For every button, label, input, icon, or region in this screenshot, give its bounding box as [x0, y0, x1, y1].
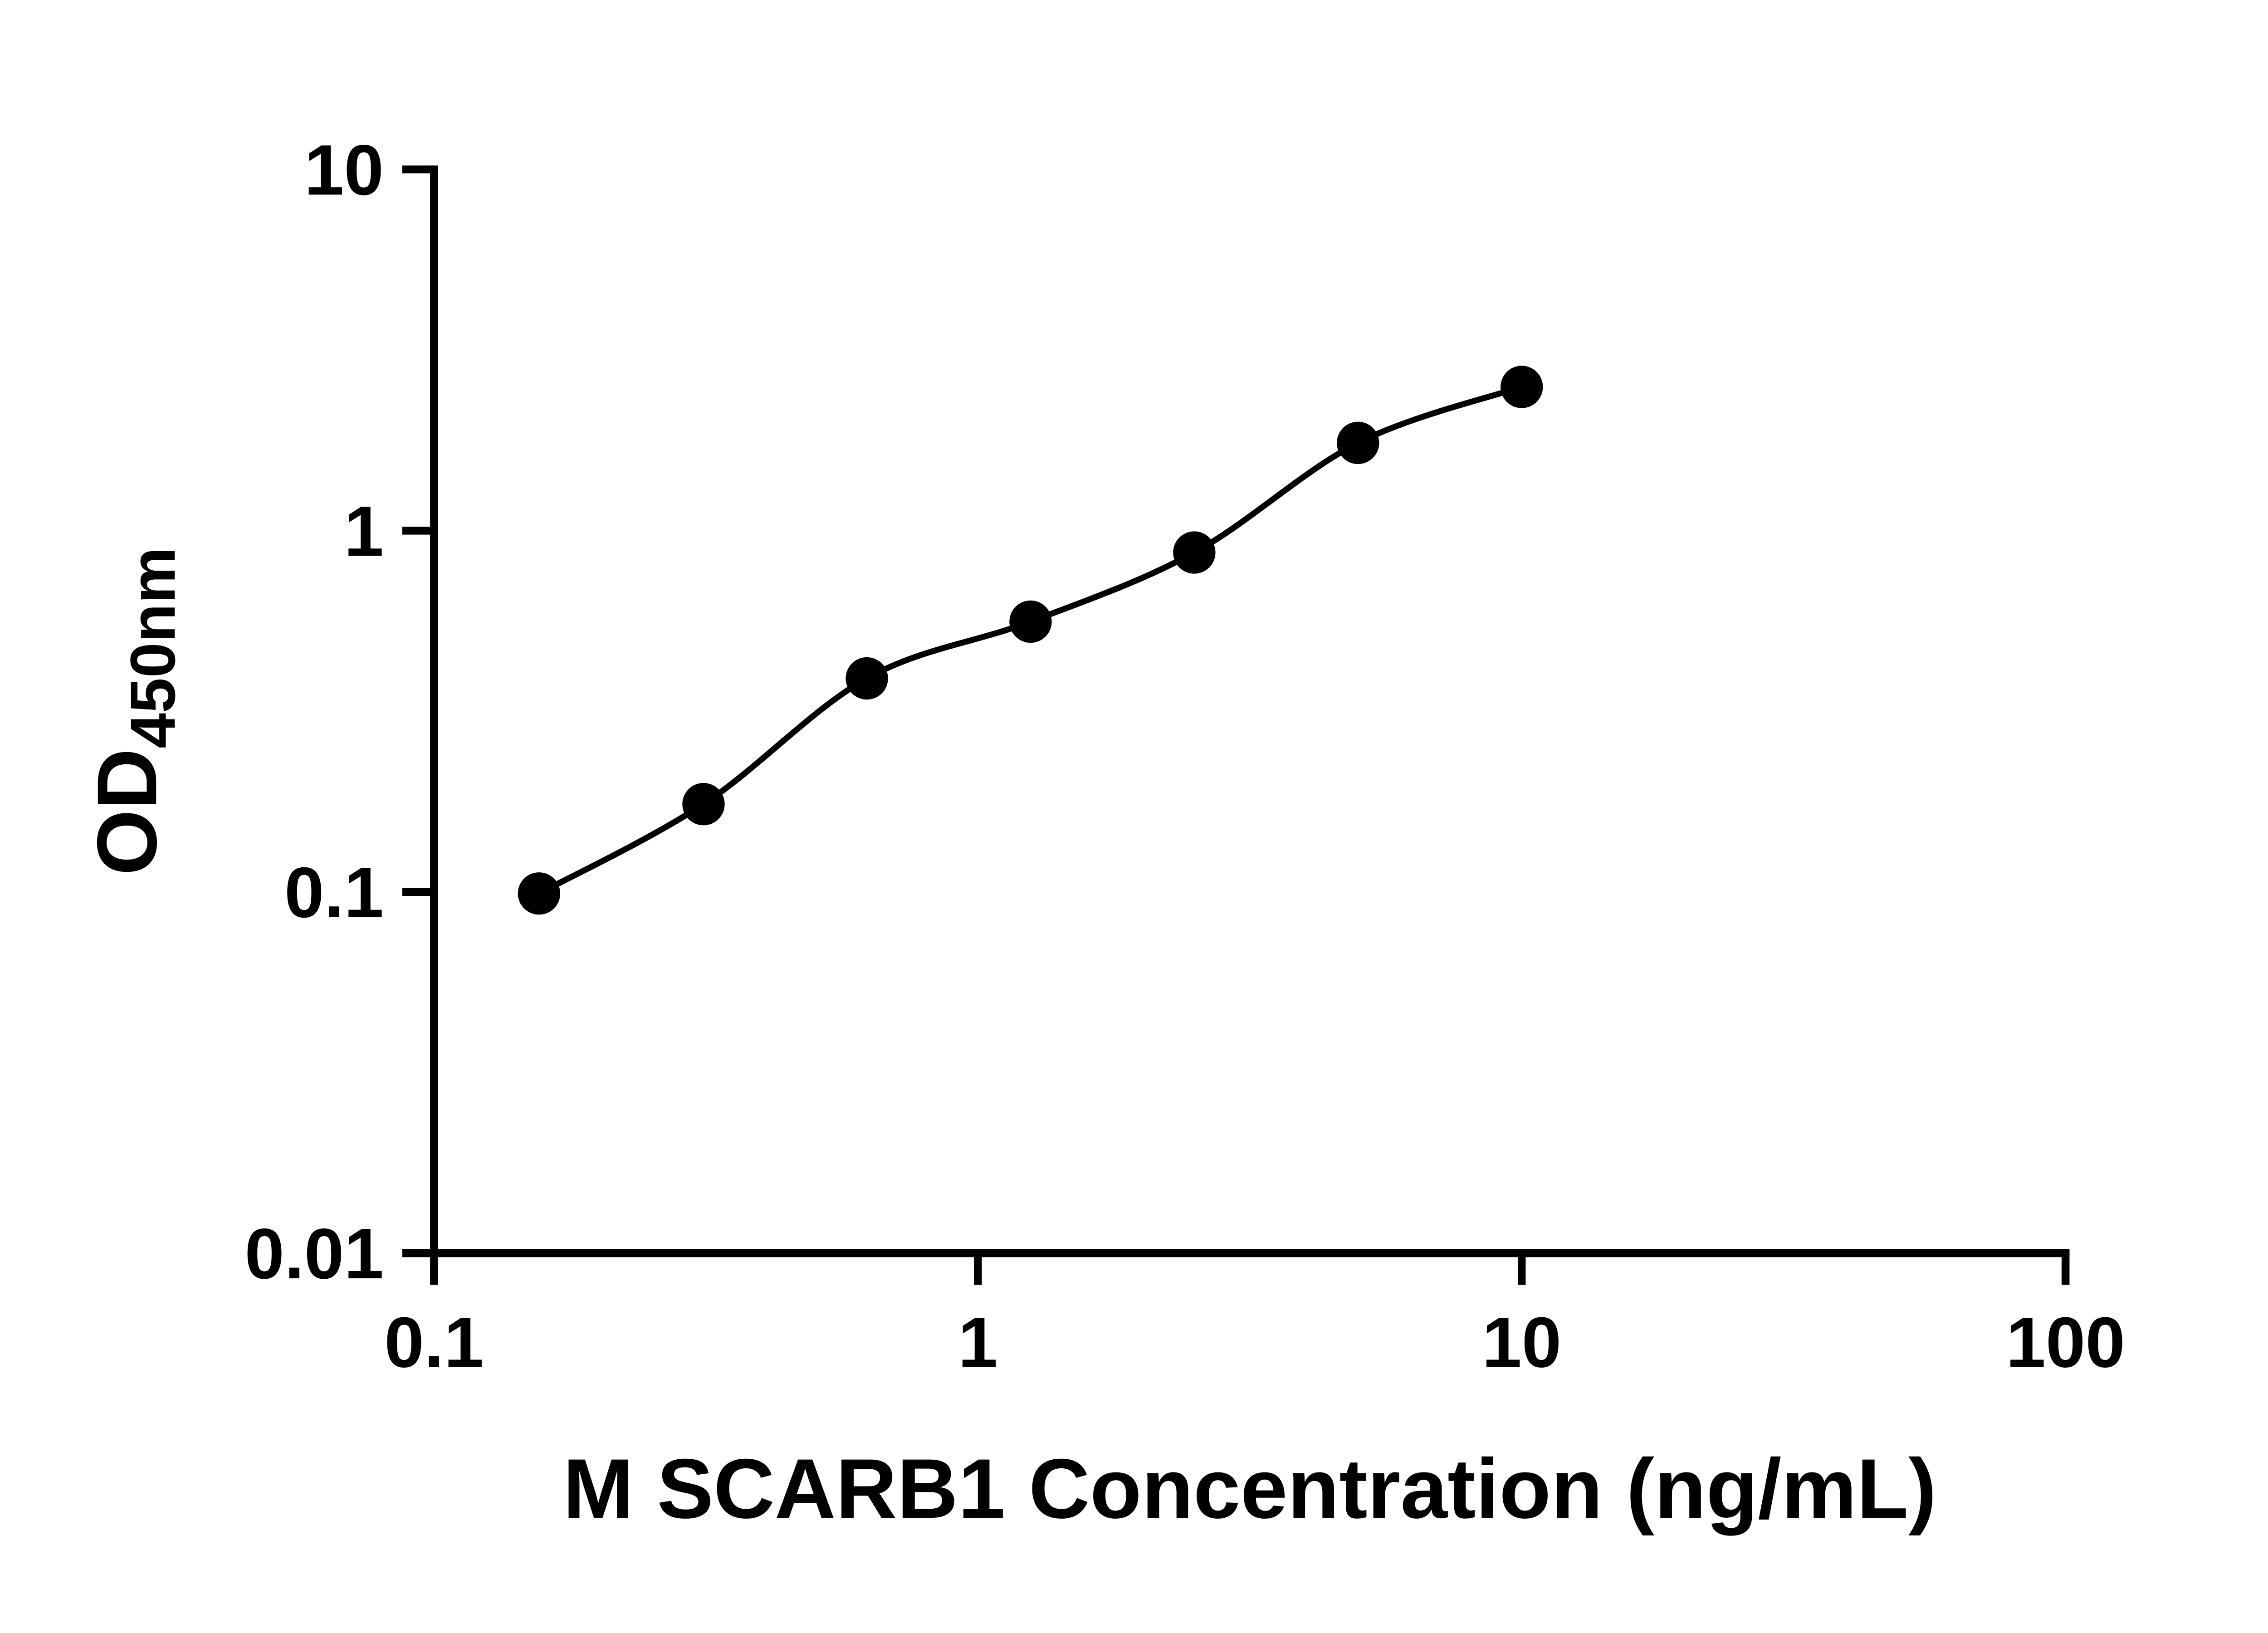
- y-tick-label: 0.1: [284, 853, 384, 933]
- data-point: [846, 657, 888, 700]
- x-tick-label: 10: [1482, 1303, 1561, 1383]
- axis-lines: [430, 165, 2070, 1257]
- x-tick-label: 1: [958, 1303, 998, 1383]
- y-tick-label: 1: [344, 491, 384, 571]
- data-point: [682, 783, 725, 826]
- y-axis-title: OD450nm: [79, 547, 188, 875]
- x-tick-label: 0.1: [384, 1303, 484, 1383]
- axes: [430, 165, 2070, 1257]
- x-axis-title: M SCARB1 Concentration (ng/mL): [563, 1441, 1936, 1536]
- data-point: [1501, 366, 1543, 408]
- x-tick-label: 100: [2006, 1303, 2125, 1383]
- data-point: [1173, 531, 1216, 574]
- axis-ticks: [402, 165, 2070, 1285]
- y-tick-label: 10: [304, 130, 384, 210]
- data-point: [518, 872, 561, 915]
- data-points: [518, 366, 1543, 915]
- data-point: [1009, 600, 1052, 643]
- data-point: [1337, 421, 1379, 464]
- y-tick-label: 0.01: [244, 1214, 384, 1294]
- y-axis-title-text: OD450nm: [79, 547, 188, 875]
